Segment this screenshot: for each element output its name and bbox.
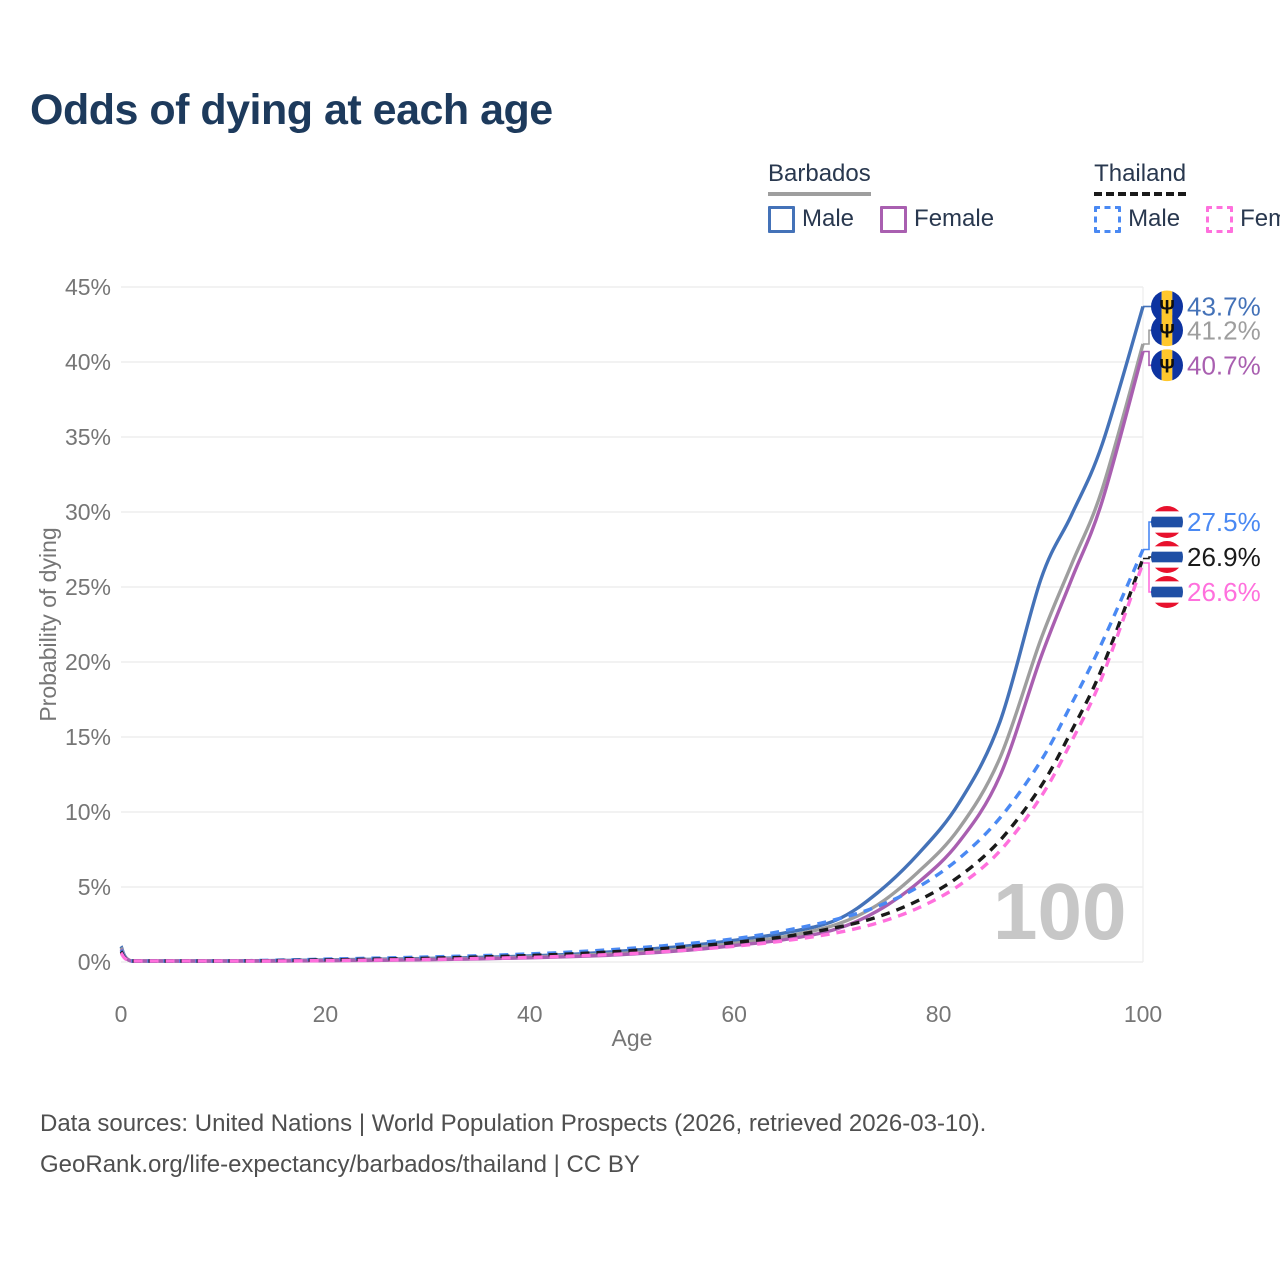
barbados-flag-icon: Ψ	[1151, 349, 1183, 382]
legend-item-label: Female	[914, 205, 995, 232]
legend-group-thailand: Thailand Male Female	[1094, 160, 1280, 233]
dashed-line-swatch-icon	[1206, 205, 1234, 233]
legend-item-label: Male	[802, 205, 855, 232]
y-tick-label: 20%	[65, 649, 111, 675]
label-connector	[1143, 329, 1152, 345]
legend-items-barbados: Male Female	[768, 205, 994, 233]
end-value-label-barbados-female: 40.7%	[1187, 350, 1261, 380]
legend-item-label: Male	[1128, 205, 1181, 232]
x-tick-label: 60	[721, 1001, 747, 1027]
x-tick-label: 20	[313, 1001, 339, 1027]
age-counter-watermark: 100	[993, 867, 1127, 956]
legend: Barbados Male Female Thailand Male	[768, 160, 1280, 233]
x-tick-label: 80	[926, 1001, 952, 1027]
thailand-flag-icon	[1151, 576, 1183, 608]
y-tick-label: 25%	[65, 574, 111, 600]
series-line-thailand-both	[119, 557, 1145, 963]
svg-text:Ψ: Ψ	[1159, 356, 1174, 377]
end-value-label-thailand-male: 27.5%	[1187, 507, 1261, 537]
end-value-label-thailand-female: 26.6%	[1187, 577, 1261, 607]
solid-line-swatch-icon	[880, 205, 908, 233]
legend-country-thailand: Thailand	[1094, 160, 1187, 196]
y-tick-label: 15%	[65, 724, 111, 750]
legend-items-thailand: Male Female	[1094, 205, 1280, 233]
y-tick-label: 30%	[65, 499, 111, 525]
x-tick-label: 100	[1124, 1001, 1162, 1027]
y-tick-label: 10%	[65, 799, 111, 825]
attribution-text: GeoRank.org/life-expectancy/barbados/tha…	[40, 1151, 640, 1178]
y-axis-title: Probability of dying	[35, 527, 61, 721]
data-sources-text: Data sources: United Nations | World Pop…	[40, 1110, 987, 1137]
y-tick-label: 0%	[78, 949, 111, 975]
barbados-flag-icon: Ψ	[1151, 314, 1183, 347]
footer: Data sources: United Nations | World Pop…	[40, 1103, 986, 1185]
thailand-flag-icon	[1151, 541, 1183, 573]
label-connector	[1143, 521, 1152, 551]
label-connector	[1143, 556, 1152, 560]
series-line-thailand-male	[119, 548, 1145, 963]
x-axis-title: Age	[612, 1025, 653, 1051]
end-value-label-barbados-both: 41.2%	[1187, 315, 1261, 345]
y-tick-label: 5%	[78, 874, 111, 900]
page-title: Odds of dying at each age	[30, 86, 553, 134]
solid-line-swatch-icon	[768, 205, 795, 233]
svg-text:Ψ: Ψ	[1159, 321, 1174, 342]
thailand-flag-icon	[1151, 506, 1183, 538]
y-tick-label: 40%	[65, 349, 111, 375]
svg-text:Ψ: Ψ	[1159, 298, 1174, 319]
label-connector	[1143, 350, 1152, 367]
end-value-label-thailand-both: 26.9%	[1187, 542, 1261, 572]
legend-group-barbados: Barbados Male Female	[768, 160, 994, 233]
end-value-label-barbados-male: 43.7%	[1187, 292, 1261, 322]
y-tick-label: 45%	[65, 274, 111, 300]
x-tick-label: 40	[517, 1001, 543, 1027]
legend-item-thailand-male[interactable]: Male	[1094, 205, 1180, 233]
legend-item-barbados-male[interactable]: Male	[768, 205, 854, 233]
legend-country-barbados: Barbados	[768, 160, 871, 196]
legend-item-thailand-female[interactable]: Female	[1206, 205, 1280, 233]
legend-item-label: Female	[1240, 205, 1280, 232]
series-line-thailand-female	[119, 562, 1145, 963]
series-line-barbados-male	[119, 306, 1145, 963]
dashed-line-swatch-icon	[1094, 205, 1122, 233]
y-tick-label: 35%	[65, 424, 111, 450]
x-tick-label: 0	[115, 1001, 128, 1027]
barbados-flag-icon: Ψ	[1151, 290, 1183, 323]
series-line-barbados-female	[119, 351, 1145, 963]
legend-item-barbados-female[interactable]: Female	[880, 205, 994, 233]
label-connector	[1143, 562, 1152, 593]
